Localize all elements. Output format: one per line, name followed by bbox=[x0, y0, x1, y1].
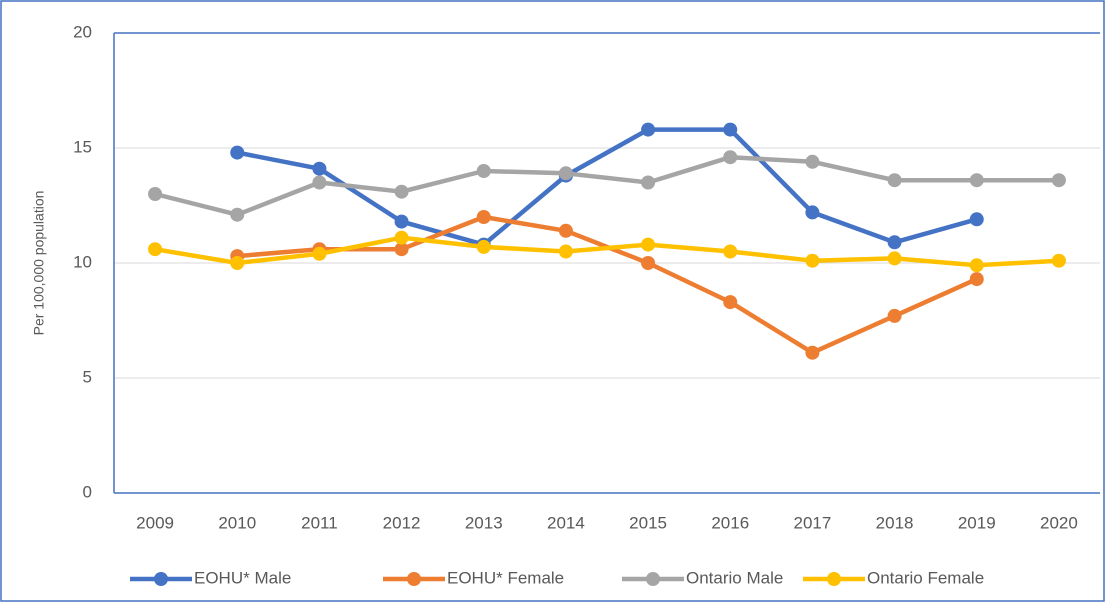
x-tick-label: 2011 bbox=[301, 513, 338, 532]
data-point bbox=[887, 235, 902, 250]
x-tick-label: 2013 bbox=[465, 513, 503, 532]
data-point bbox=[887, 308, 902, 323]
x-tick-label: 2014 bbox=[547, 513, 585, 532]
y-tick-label: 15 bbox=[73, 137, 92, 156]
x-tick-label: 2016 bbox=[711, 513, 749, 532]
data-point bbox=[230, 207, 245, 222]
data-point bbox=[641, 122, 656, 137]
legend-label: EOHU* Male bbox=[194, 568, 291, 587]
y-tick-label: 20 bbox=[73, 22, 92, 41]
y-axis-label: Per 100,000 population bbox=[31, 191, 47, 336]
data-point bbox=[969, 272, 984, 287]
data-point bbox=[312, 161, 327, 176]
x-tick-label: 2010 bbox=[218, 513, 256, 532]
data-point bbox=[969, 212, 984, 227]
data-point bbox=[394, 184, 409, 199]
legend-marker bbox=[646, 572, 660, 586]
data-point bbox=[558, 166, 573, 181]
data-point bbox=[641, 256, 656, 270]
data-point bbox=[558, 244, 573, 259]
y-tick-label: 10 bbox=[73, 252, 92, 271]
data-point bbox=[148, 242, 163, 257]
x-tick-label: 2017 bbox=[794, 513, 832, 532]
series-line bbox=[154, 235, 1060, 268]
legend-marker bbox=[407, 572, 421, 586]
legend-label: EOHU* Female bbox=[447, 568, 564, 587]
data-point bbox=[312, 246, 327, 261]
x-tick-label: 2012 bbox=[383, 513, 421, 532]
data-point bbox=[394, 230, 409, 245]
legend-marker bbox=[154, 572, 168, 586]
data-point bbox=[723, 150, 738, 165]
data-point bbox=[641, 237, 656, 252]
y-tick-label: 0 bbox=[83, 482, 92, 501]
data-point bbox=[230, 145, 245, 160]
data-point bbox=[887, 173, 902, 188]
legend-label: Ontario Female bbox=[867, 568, 984, 587]
data-point bbox=[476, 239, 491, 254]
data-point bbox=[476, 164, 491, 178]
x-tick-label: 2009 bbox=[136, 513, 174, 532]
data-point bbox=[230, 256, 245, 270]
data-point bbox=[723, 244, 738, 259]
data-point bbox=[148, 187, 163, 201]
data-point bbox=[805, 253, 820, 268]
data-point bbox=[723, 122, 738, 137]
data-point bbox=[723, 295, 738, 310]
x-tick-label: 2020 bbox=[1040, 513, 1078, 532]
data-point bbox=[969, 173, 984, 188]
y-tick-label: 5 bbox=[83, 367, 92, 386]
x-tick-label: 2015 bbox=[629, 513, 667, 532]
data-point bbox=[312, 175, 327, 190]
data-point bbox=[476, 210, 491, 224]
data-point bbox=[969, 258, 984, 273]
data-point bbox=[641, 175, 656, 190]
data-point bbox=[805, 345, 820, 360]
data-point bbox=[805, 154, 820, 169]
data-point bbox=[394, 214, 409, 229]
legend-label: Ontario Male bbox=[686, 568, 783, 587]
data-point bbox=[887, 251, 902, 266]
data-point bbox=[394, 242, 409, 257]
x-tick-label: 2018 bbox=[876, 513, 914, 532]
x-tick-label: 2019 bbox=[958, 513, 996, 532]
legend-marker bbox=[827, 572, 841, 586]
data-point bbox=[558, 223, 573, 238]
series-line bbox=[154, 154, 1059, 217]
data-point bbox=[805, 205, 820, 220]
series-line bbox=[236, 127, 978, 247]
data-point bbox=[1051, 253, 1066, 268]
data-point bbox=[1051, 173, 1066, 188]
